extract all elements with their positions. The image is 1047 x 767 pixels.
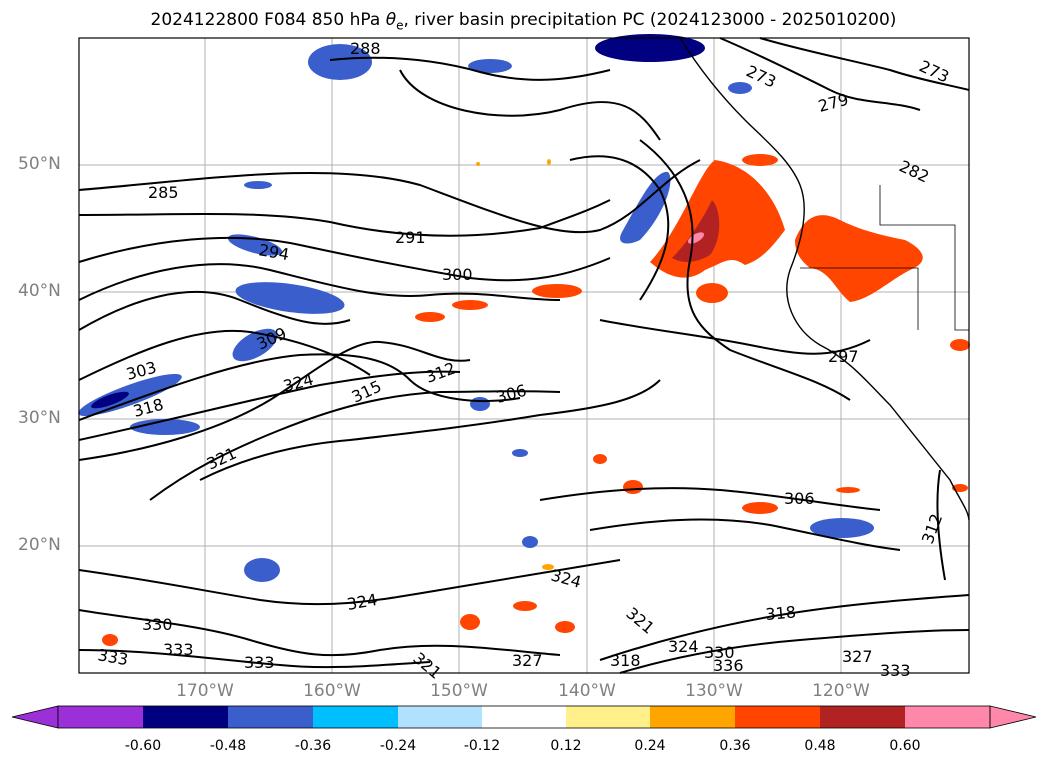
contour-label: 330 (704, 643, 735, 662)
colorbar-label: 0.12 (550, 738, 582, 754)
negative-precip-shading (78, 34, 874, 582)
contour-label: 327 (512, 651, 543, 670)
lat-label: 30°N (18, 408, 61, 428)
contour-label: 297 (828, 347, 859, 366)
contour-label: 318 (765, 602, 797, 624)
map-title: 2024122800 F084 850 hPa θe, river basin … (150, 10, 897, 33)
contour-label: 285 (148, 183, 179, 202)
lon-label: 150°W (430, 681, 488, 701)
colorbar-label: -0.24 (379, 738, 417, 754)
contour-label: 330 (142, 615, 173, 634)
lon-label: 160°W (303, 681, 361, 701)
colorbar-label: -0.12 (463, 738, 501, 754)
colorbar-label: 0.24 (634, 738, 666, 754)
lon-label: 140°W (558, 681, 616, 701)
plot-area (79, 38, 969, 673)
contour-label: 333 (244, 653, 275, 672)
colorbar-label: 0.60 (889, 738, 921, 754)
theta-e-contours (78, 37, 970, 674)
lat-label: 50°N (18, 154, 61, 174)
lon-label: 170°W (176, 681, 234, 701)
colorbar-label: -0.48 (209, 738, 247, 754)
contour-label: 300 (442, 265, 473, 284)
contour-label: 324 (668, 637, 699, 656)
colorbar-label: 0.36 (719, 738, 751, 754)
colorbar-max-extension (989, 705, 1037, 729)
contour-label: 333 (163, 640, 194, 659)
coastline (679, 37, 970, 521)
gridlines (79, 38, 969, 673)
contour-labels: 288 273 273 279 282 285 291 294 300 309 … (96, 39, 952, 683)
lon-label: 130°W (685, 681, 743, 701)
colorbar (11, 705, 1037, 729)
lat-label: 40°N (18, 281, 61, 301)
plot-frame (78, 37, 970, 674)
contour-label: 306 (784, 489, 815, 508)
colorbar-min-extension (11, 705, 59, 729)
contour-label: 291 (395, 228, 426, 247)
positive-precip-shading (102, 154, 970, 646)
contour-label: 333 (880, 661, 911, 680)
contour-label: 336 (713, 656, 744, 675)
lon-label: 120°W (812, 681, 870, 701)
contour-label: 288 (350, 39, 381, 58)
lat-label: 20°N (18, 535, 61, 555)
state-borders (879, 185, 969, 331)
colorbar-label: -0.36 (294, 738, 332, 754)
contour-label: 327 (842, 647, 873, 666)
colorbar-label: 0.48 (804, 738, 836, 754)
colorbar-label: -0.60 (124, 738, 162, 754)
contour-label: 318 (610, 651, 641, 670)
